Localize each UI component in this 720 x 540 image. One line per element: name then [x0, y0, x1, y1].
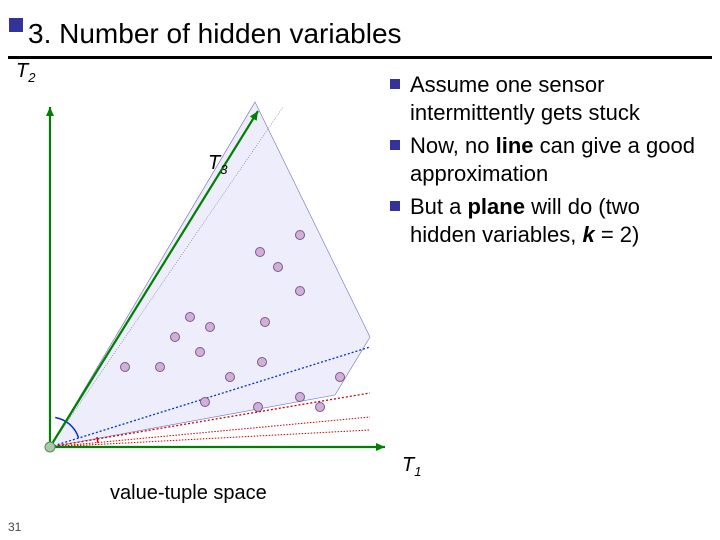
chart-svg — [0, 67, 390, 467]
bullet-item: But a plane will do (two hidden variable… — [390, 193, 708, 248]
chart-caption: value-tuple space — [110, 482, 267, 505]
title-accent-box — [9, 18, 23, 32]
bullet-item: Now, no line can give a good approximati… — [390, 132, 708, 187]
slide-number: 31 — [8, 520, 21, 534]
slide-title: 3. Number of hidden variables — [28, 18, 720, 50]
axis-label-t3: T3 — [208, 152, 227, 177]
bullet-list: Assume one sensor intermittently gets st… — [390, 67, 720, 467]
bullet-text: Assume one sensor intermittently gets st… — [410, 71, 708, 126]
bullet-square-icon — [390, 201, 400, 211]
bullet-square-icon — [390, 140, 400, 150]
chart-area — [0, 67, 390, 467]
bullet-text: But a plane will do (two hidden variable… — [410, 193, 708, 248]
content-area: Assume one sensor intermittently gets st… — [0, 59, 720, 467]
bullet-square-icon — [390, 79, 400, 89]
axis-label-t1: T1 — [402, 454, 421, 479]
bullet-text: Now, no line can give a good approximati… — [410, 132, 708, 187]
axis-label-t2: T2 — [16, 60, 35, 85]
bullet-item: Assume one sensor intermittently gets st… — [390, 71, 708, 126]
